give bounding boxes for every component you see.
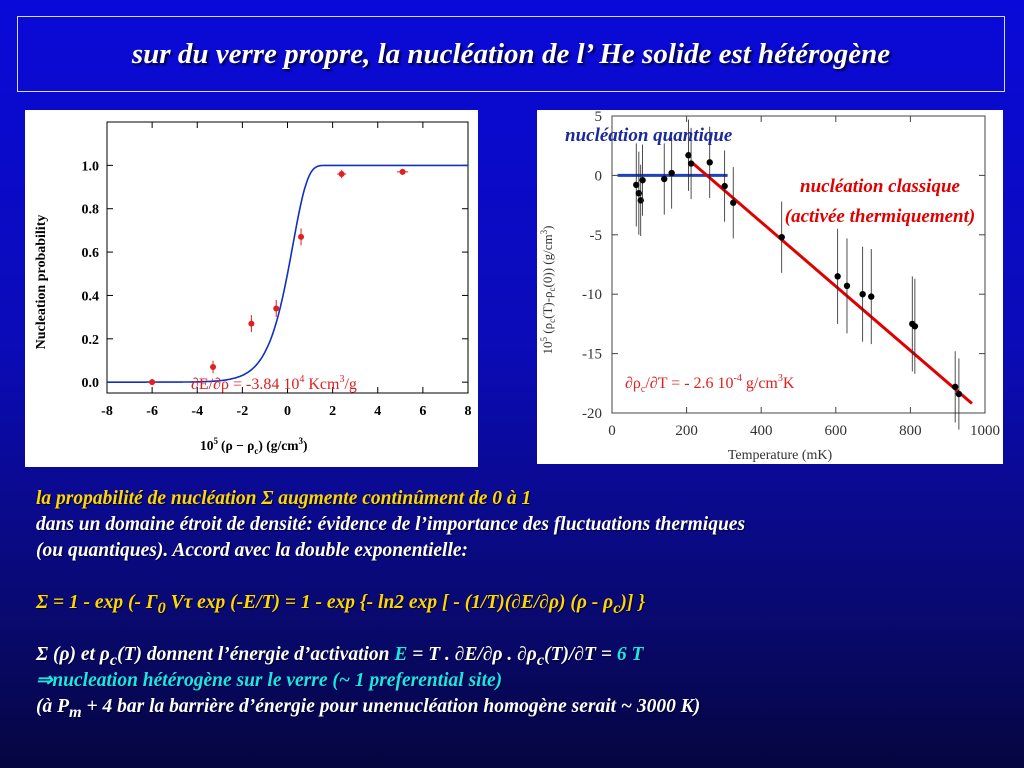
data-point (399, 168, 406, 175)
data-point (633, 181, 640, 189)
left-x-axis-label: 105 (ρ − ρc) (g/cm3) (200, 436, 308, 456)
x-tick-label: 6 (419, 404, 426, 419)
text-line-1: la propabilité de nucléation Σ augmente … (36, 488, 532, 509)
x-tick-label: 600 (825, 423, 848, 439)
fit-curve (107, 164, 468, 383)
data-point (706, 159, 713, 166)
x-tick-label: 2 (329, 404, 336, 419)
right-plot-frame (611, 115, 986, 414)
data-point (721, 182, 728, 190)
x-tick-label: 1000 (970, 423, 1000, 439)
left-chart-panel: -8 -6 -4 -2 0 2 4 6 8 0.0 0.2 0.4 0.6 0.8 1.0 Nucleati… (25, 110, 478, 467)
y-tick-label: 0.2 (82, 333, 100, 348)
data-point (639, 176, 646, 184)
text-line-3: (ou quantiques). Accord avec la double e… (36, 540, 469, 561)
x-tick-label: 0 (608, 423, 616, 439)
data-point (273, 305, 280, 312)
slide-body: la propabilité de nucléation Σ augmente … (36, 486, 1011, 721)
critical-density-temperature-chart: 0 200 400 600 800 1000 -20 -15 -10 -5 0 5 105 (ρc(T… (539, 109, 1000, 463)
left-annotation: ∂E/∂ρ = -3.84 104 Kcm3/g (191, 374, 357, 393)
x-tick-label: 800 (899, 423, 922, 439)
x-tick-label: 0 (284, 404, 291, 419)
data-point (834, 273, 841, 280)
x-tick-label: -6 (146, 404, 158, 419)
slide-title: sur du verre propre, la nucléation de l’… (131, 37, 891, 70)
right-x-axis-label: Temperature (mK) (728, 448, 833, 463)
data-point (730, 199, 737, 206)
x-tick-label: 200 (675, 423, 698, 439)
y-tick-label: -10 (582, 287, 602, 303)
y-tick-label: -5 (590, 228, 603, 244)
data-point (911, 323, 919, 330)
x-tick-label: 4 (374, 404, 381, 419)
data-point (668, 169, 675, 177)
label-classic-activated: (activée thermiquement) (785, 206, 975, 227)
y-tick-label: 0.4 (82, 289, 100, 304)
data-point (338, 171, 345, 178)
right-annotation: ∂ρc/∂T = - 2.6 10-4 g/cm3K (625, 373, 795, 395)
formula-line: Σ = 1 - exp (- Γ0 Vτ exp (-E/T) = 1 - ex… (36, 592, 646, 617)
x-tick-label: 400 (750, 423, 773, 439)
data-point (210, 363, 217, 370)
left-y-axis-label: Nucleation probability (34, 215, 49, 350)
y-tick-label: 0.6 (82, 246, 100, 261)
text-line-2: dans un domaine étroit de densité: évide… (36, 514, 746, 535)
data-point (951, 383, 959, 391)
nucleation-probability-chart: -8 -6 -4 -2 0 2 4 6 8 0.0 0.2 0.4 0.6 0.8 1.0 Nucleati… (34, 121, 472, 456)
data-point (248, 320, 255, 327)
label-classic-nucleation: nucléation classique (800, 176, 960, 197)
y-tick-label: 0.8 (82, 203, 100, 218)
y-tick-label: -15 (582, 347, 602, 363)
data-point (298, 233, 305, 240)
y-tick-label: 0 (595, 168, 603, 184)
label-quantum-nucleation: nucléation quantique (565, 125, 733, 146)
data-point (661, 175, 668, 183)
data-point (868, 293, 875, 300)
y-tick-label: 5 (595, 110, 603, 125)
x-tick-label: -4 (191, 404, 203, 419)
activation-energy-line: Σ (ρ) et ρc(T) donnent l’énergie d’activ… (36, 644, 644, 669)
data-point (859, 291, 866, 298)
data-point (687, 160, 695, 167)
right-y-axis-label: 105 (ρc(T)-ρc(0)) (g/cm3) (539, 226, 557, 355)
x-tick-label: 8 (465, 404, 472, 419)
data-point (955, 390, 963, 398)
classic-line (689, 160, 973, 405)
data-point (778, 233, 785, 241)
data-point (685, 152, 692, 159)
data-point (843, 282, 851, 290)
y-tick-label: 1.0 (82, 159, 100, 174)
x-tick-label: -2 (237, 404, 249, 419)
data-point (149, 379, 156, 386)
right-chart-panel: 0 200 400 600 800 1000 -20 -15 -10 -5 0 5 105 (ρc(T… (537, 109, 1003, 464)
x-tick-label: -8 (101, 404, 113, 419)
y-tick-label: -20 (582, 406, 602, 422)
left-plot-frame (106, 121, 469, 394)
title-box: sur du verre propre, la nucléation de l’… (17, 16, 1005, 92)
y-tick-label: 0.0 (82, 376, 100, 391)
conclusion-line: ⇒nucleation hétérogène sur le verre (~ 1… (36, 670, 503, 691)
barrier-line: (à Pm + 4 bar la barrière d’énergie pour… (36, 696, 701, 721)
